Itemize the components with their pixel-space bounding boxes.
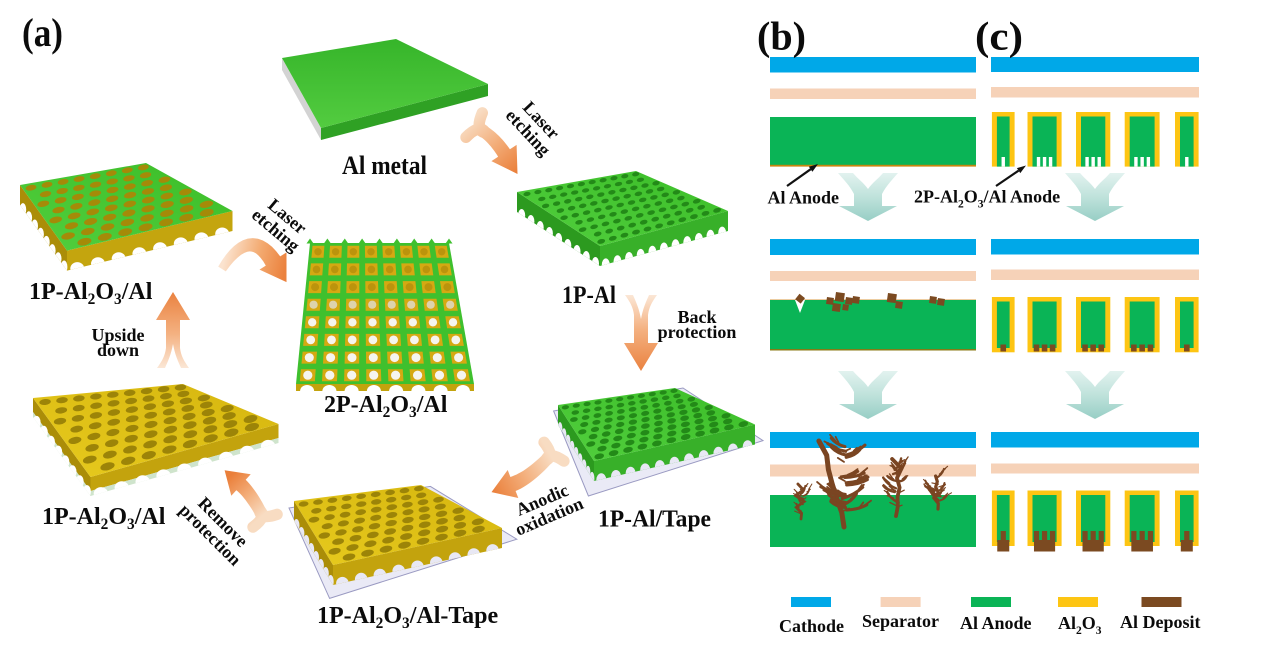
svg-text:Al Anode: Al Anode (768, 188, 840, 208)
svg-text:1P-Al2O3/Al: 1P-Al2O3/Al (42, 504, 166, 533)
svg-text:Separator: Separator (862, 611, 939, 631)
svg-text:1P-Al2O3/Al: 1P-Al2O3/Al (29, 279, 153, 308)
svg-text:(b): (b) (757, 14, 806, 59)
svg-text:2P-Al2O3/Al Anode: 2P-Al2O3/Al Anode (914, 187, 1060, 211)
svg-text:1P-Al/Tape: 1P-Al/Tape (598, 507, 711, 533)
svg-text:(a): (a) (22, 10, 63, 55)
svg-text:Al Anode: Al Anode (960, 613, 1032, 633)
svg-text:2P-Al2O3/Al: 2P-Al2O3/Al (324, 392, 448, 421)
svg-text:1P-Al: 1P-Al (562, 282, 616, 309)
svg-text:Al Deposit: Al Deposit (1120, 612, 1201, 632)
svg-text:Cathode: Cathode (779, 616, 844, 636)
svg-text:(c): (c) (975, 14, 1023, 59)
svg-text:Al metal: Al metal (342, 151, 427, 180)
